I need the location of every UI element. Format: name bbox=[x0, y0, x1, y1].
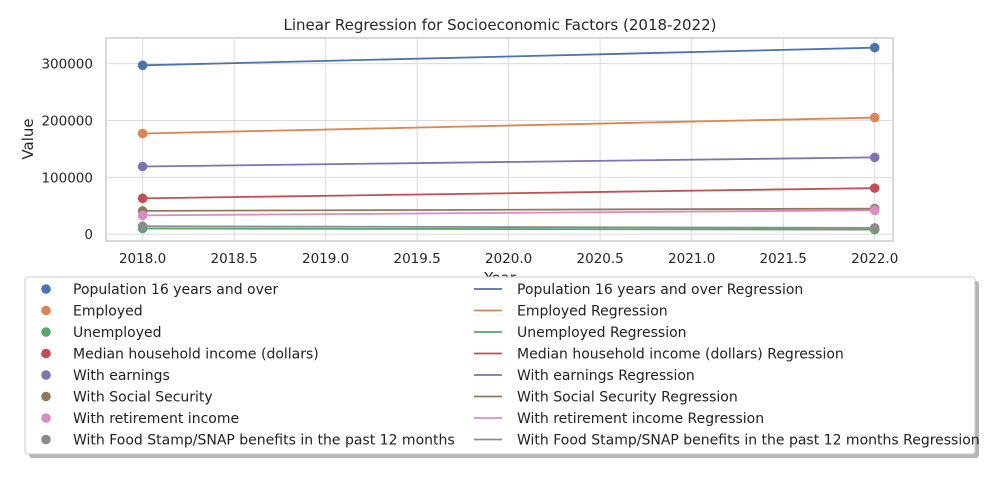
data-point bbox=[137, 161, 148, 172]
data-point bbox=[137, 60, 148, 71]
legend-marker bbox=[41, 370, 51, 380]
legend-marker bbox=[41, 284, 51, 294]
data-point bbox=[869, 112, 880, 123]
legend-marker bbox=[41, 348, 51, 359]
data-point bbox=[869, 205, 880, 216]
legend-label: With earnings Regression bbox=[517, 368, 695, 384]
legend-marker bbox=[41, 305, 51, 316]
y-axis-ticks: 0 100000 200000 300000 bbox=[41, 57, 93, 244]
data-point bbox=[137, 210, 148, 221]
legend-label: Median household income (dollars) Regres… bbox=[517, 347, 844, 363]
legend-label: Population 16 years and over bbox=[73, 282, 279, 298]
x-tick-label: 2020.0 bbox=[485, 251, 532, 267]
data-point bbox=[137, 128, 148, 139]
data-point bbox=[137, 221, 148, 232]
regression-line bbox=[142, 207, 875, 212]
data-points bbox=[137, 42, 880, 235]
legend-box bbox=[24, 276, 976, 455]
x-tick-label: 2021.0 bbox=[668, 251, 715, 267]
regression-line bbox=[142, 227, 875, 231]
legend-label: With earnings bbox=[73, 368, 170, 384]
legend-label: With Social Security Regression bbox=[517, 390, 738, 406]
chart-title: Linear Regression for Socioeconomic Fact… bbox=[284, 16, 717, 34]
x-tick-label: 2019.0 bbox=[302, 251, 349, 267]
x-tick-label: 2020.5 bbox=[577, 251, 624, 267]
plot-area bbox=[105, 37, 894, 242]
legend-label: With retirement income Regression bbox=[517, 411, 764, 427]
data-point bbox=[869, 223, 880, 233]
regression-line bbox=[142, 209, 875, 217]
regression-line bbox=[142, 46, 875, 67]
legend-marker bbox=[41, 434, 51, 445]
legend-label: With Social Security bbox=[73, 390, 213, 406]
legend-label: With retirement income bbox=[73, 411, 239, 427]
plot-frame bbox=[105, 37, 894, 242]
y-tick-label: 200000 bbox=[41, 113, 93, 129]
legend-label: With Food Stamp/SNAP benefits in the pas… bbox=[517, 433, 980, 449]
x-tick-label: 2022.0 bbox=[851, 251, 898, 267]
regression-line bbox=[142, 225, 875, 229]
legend-marker bbox=[41, 413, 51, 423]
legend-label: Employed Regression bbox=[517, 304, 668, 320]
data-point bbox=[137, 193, 148, 204]
y-tick-label: 0 bbox=[84, 227, 93, 243]
regression-line bbox=[142, 187, 875, 200]
x-tick-label: 2021.5 bbox=[760, 251, 807, 267]
legend-marker bbox=[41, 391, 51, 402]
x-axis-ticks: 2018.0 2018.5 2019.0 2019.5 2020.0 2020.5 2021… bbox=[119, 251, 898, 267]
y-tick-label: 300000 bbox=[41, 57, 93, 73]
x-tick-label: 2018.0 bbox=[119, 251, 166, 267]
x-tick-label: 2019.5 bbox=[394, 251, 441, 267]
legend-label: Unemployed bbox=[73, 325, 162, 341]
legend: Population 16 years and over Population 1… bbox=[24, 276, 980, 458]
data-point bbox=[869, 183, 880, 193]
data-point bbox=[869, 152, 880, 163]
regression-lines bbox=[142, 46, 875, 231]
data-point bbox=[869, 42, 880, 53]
legend-label: Unemployed Regression bbox=[517, 325, 687, 341]
regression-line bbox=[142, 156, 875, 168]
regression-line bbox=[142, 116, 875, 135]
legend-label: Median household income (dollars) bbox=[73, 347, 319, 363]
y-axis-label: Value bbox=[19, 118, 37, 159]
legend-label: Population 16 years and over Regression bbox=[517, 282, 803, 298]
legend-label: With Food Stamp/SNAP benefits in the pas… bbox=[73, 433, 455, 449]
legend-marker bbox=[41, 327, 51, 337]
legend-label: Employed bbox=[73, 304, 143, 320]
y-tick-label: 100000 bbox=[41, 170, 93, 186]
x-tick-label: 2018.5 bbox=[210, 251, 257, 267]
